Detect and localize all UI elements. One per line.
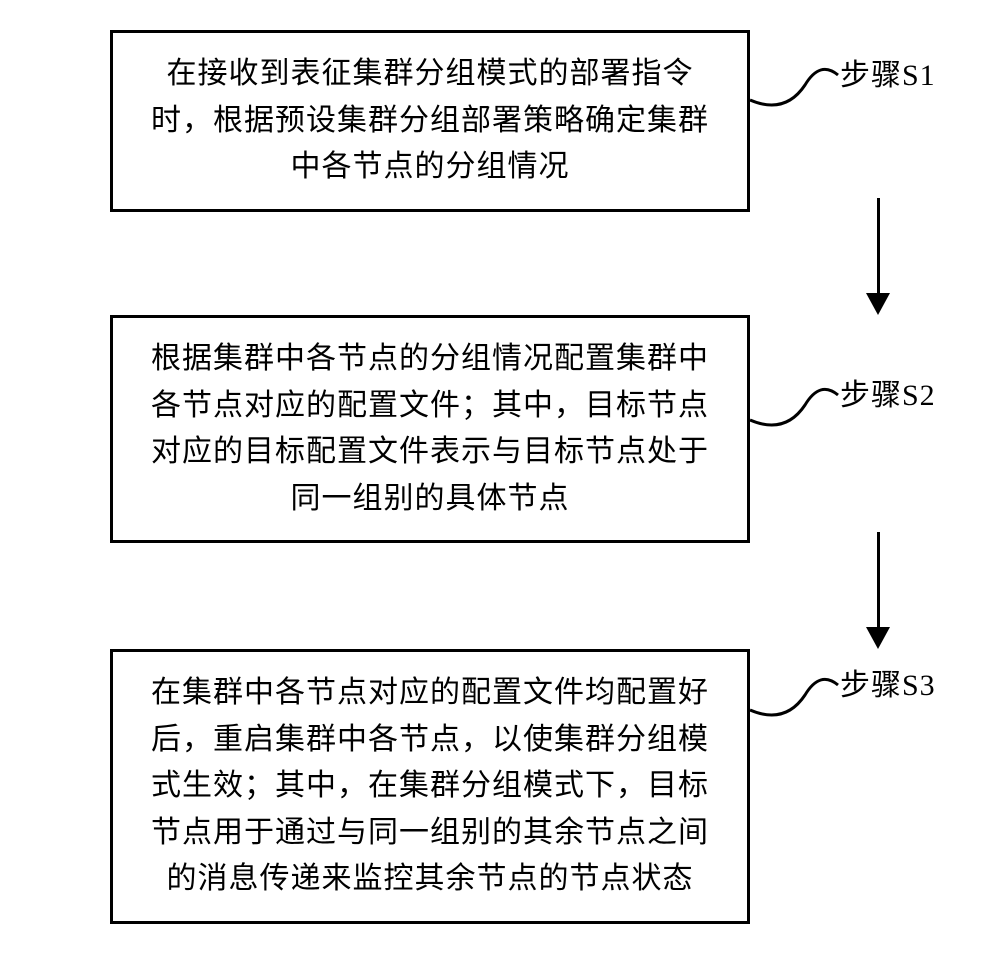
connector-s2 (750, 370, 840, 440)
step-label-s3: 步骤S3 (840, 660, 936, 704)
arrow-s2-s3 (428, 532, 1000, 649)
arrow-s1-s2 (428, 198, 1000, 315)
flow-step-s3-text: 在集群中各节点对应的配置文件均配置好后，重启集群中各节点，以使集群分组模式生效；… (137, 670, 723, 903)
arrow-head-icon (866, 627, 890, 649)
connector-s3 (750, 660, 840, 730)
arrow-line (877, 198, 880, 293)
connector-s1 (750, 50, 840, 120)
flow-step-s1-text: 在接收到表征集群分组模式的部署指令时，根据预设集群分组部署策略确定集群中各节点的… (137, 51, 723, 191)
step-label-s2: 步骤S2 (840, 370, 936, 414)
flow-step-s2-text: 根据集群中各节点的分组情况配置集群中各节点对应的配置文件；其中，目标节点对应的目… (137, 336, 723, 522)
step-label-s1: 步骤S1 (840, 50, 936, 94)
flow-step-s1: 在接收到表征集群分组模式的部署指令时，根据预设集群分组部署策略确定集群中各节点的… (110, 30, 750, 212)
arrow-line (877, 532, 880, 627)
arrow-head-icon (866, 293, 890, 315)
flow-step-s3: 在集群中各节点对应的配置文件均配置好后，重启集群中各节点，以使集群分组模式生效；… (110, 649, 750, 924)
flow-step-s2: 根据集群中各节点的分组情况配置集群中各节点对应的配置文件；其中，目标节点对应的目… (110, 315, 750, 543)
